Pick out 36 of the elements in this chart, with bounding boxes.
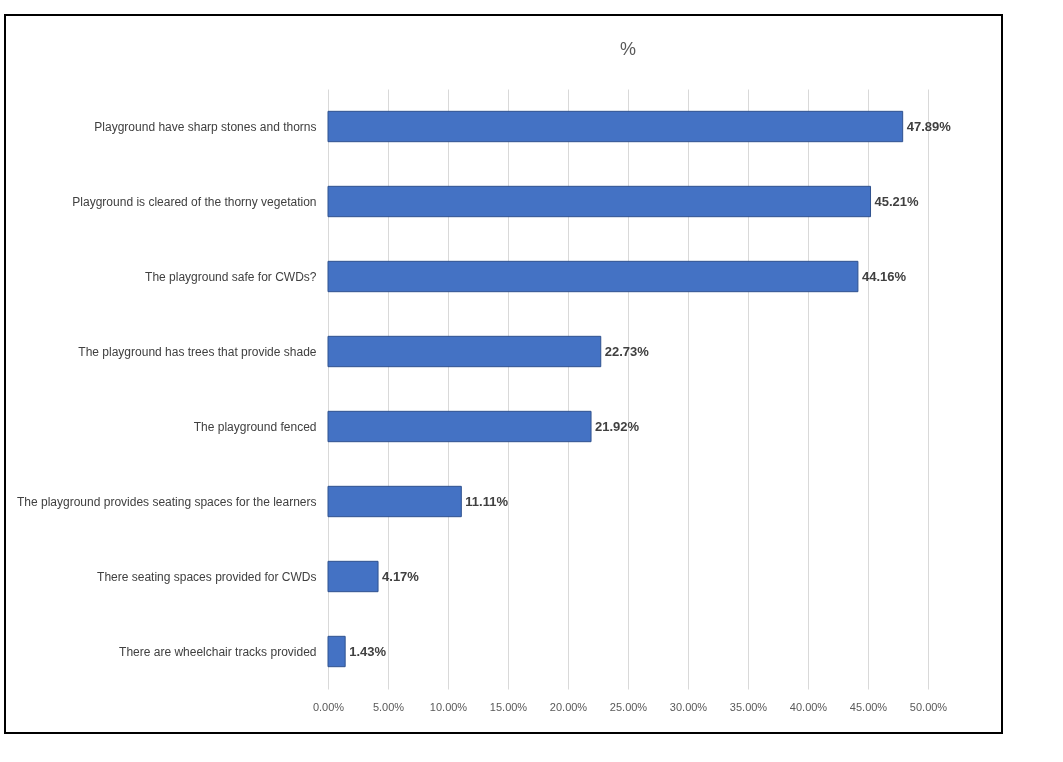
bar bbox=[327, 260, 859, 293]
x-tick-label: 25.00% bbox=[609, 700, 648, 713]
data-label: 44.16% bbox=[861, 268, 907, 284]
x-tick-label: 10.00% bbox=[429, 700, 468, 713]
x-tick-label: 40.00% bbox=[789, 700, 828, 713]
y-tick-label: The playground provides seating spaces for the learners bbox=[16, 494, 317, 509]
bar bbox=[327, 560, 379, 593]
y-tick-label: Playground is cleared of the thorny vegetation bbox=[72, 194, 317, 209]
y-tick-label: There seating spaces provided for CWDs bbox=[97, 569, 317, 584]
y-tick-label: There are wheelchair tracks provided bbox=[119, 644, 317, 659]
data-label: 11.11% bbox=[465, 493, 509, 509]
data-label: 22.73% bbox=[604, 343, 650, 359]
x-tick-label: 30.00% bbox=[669, 700, 708, 713]
data-label: 47.89% bbox=[906, 118, 952, 134]
x-tick-label: 35.00% bbox=[729, 700, 768, 713]
bar bbox=[327, 485, 462, 518]
bar bbox=[327, 110, 904, 143]
data-label: 4.17% bbox=[382, 568, 420, 584]
y-tick-label: Playground have sharp stones and thorns bbox=[94, 119, 317, 134]
x-tick-label: 0.00% bbox=[312, 700, 345, 713]
y-tick-label: The playground fenced bbox=[193, 419, 317, 434]
y-tick-label: The playground safe for CWDs? bbox=[145, 269, 317, 284]
y-tick-label: The playground has trees that provide shade bbox=[78, 344, 317, 359]
bar bbox=[327, 185, 872, 218]
x-tick-label: 5.00% bbox=[372, 700, 405, 713]
x-tick-label: 15.00% bbox=[489, 700, 528, 713]
data-label: 1.43% bbox=[349, 643, 387, 659]
x-tick-label: 20.00% bbox=[549, 700, 588, 713]
bar bbox=[327, 635, 346, 668]
x-tick-label: 45.00% bbox=[849, 700, 888, 713]
data-label: 21.92% bbox=[595, 418, 640, 434]
chart-title: % bbox=[619, 39, 637, 59]
x-tick-label: 50.00% bbox=[909, 700, 948, 713]
bar bbox=[327, 335, 602, 368]
bar bbox=[327, 410, 592, 443]
data-label: 45.21% bbox=[874, 193, 920, 209]
